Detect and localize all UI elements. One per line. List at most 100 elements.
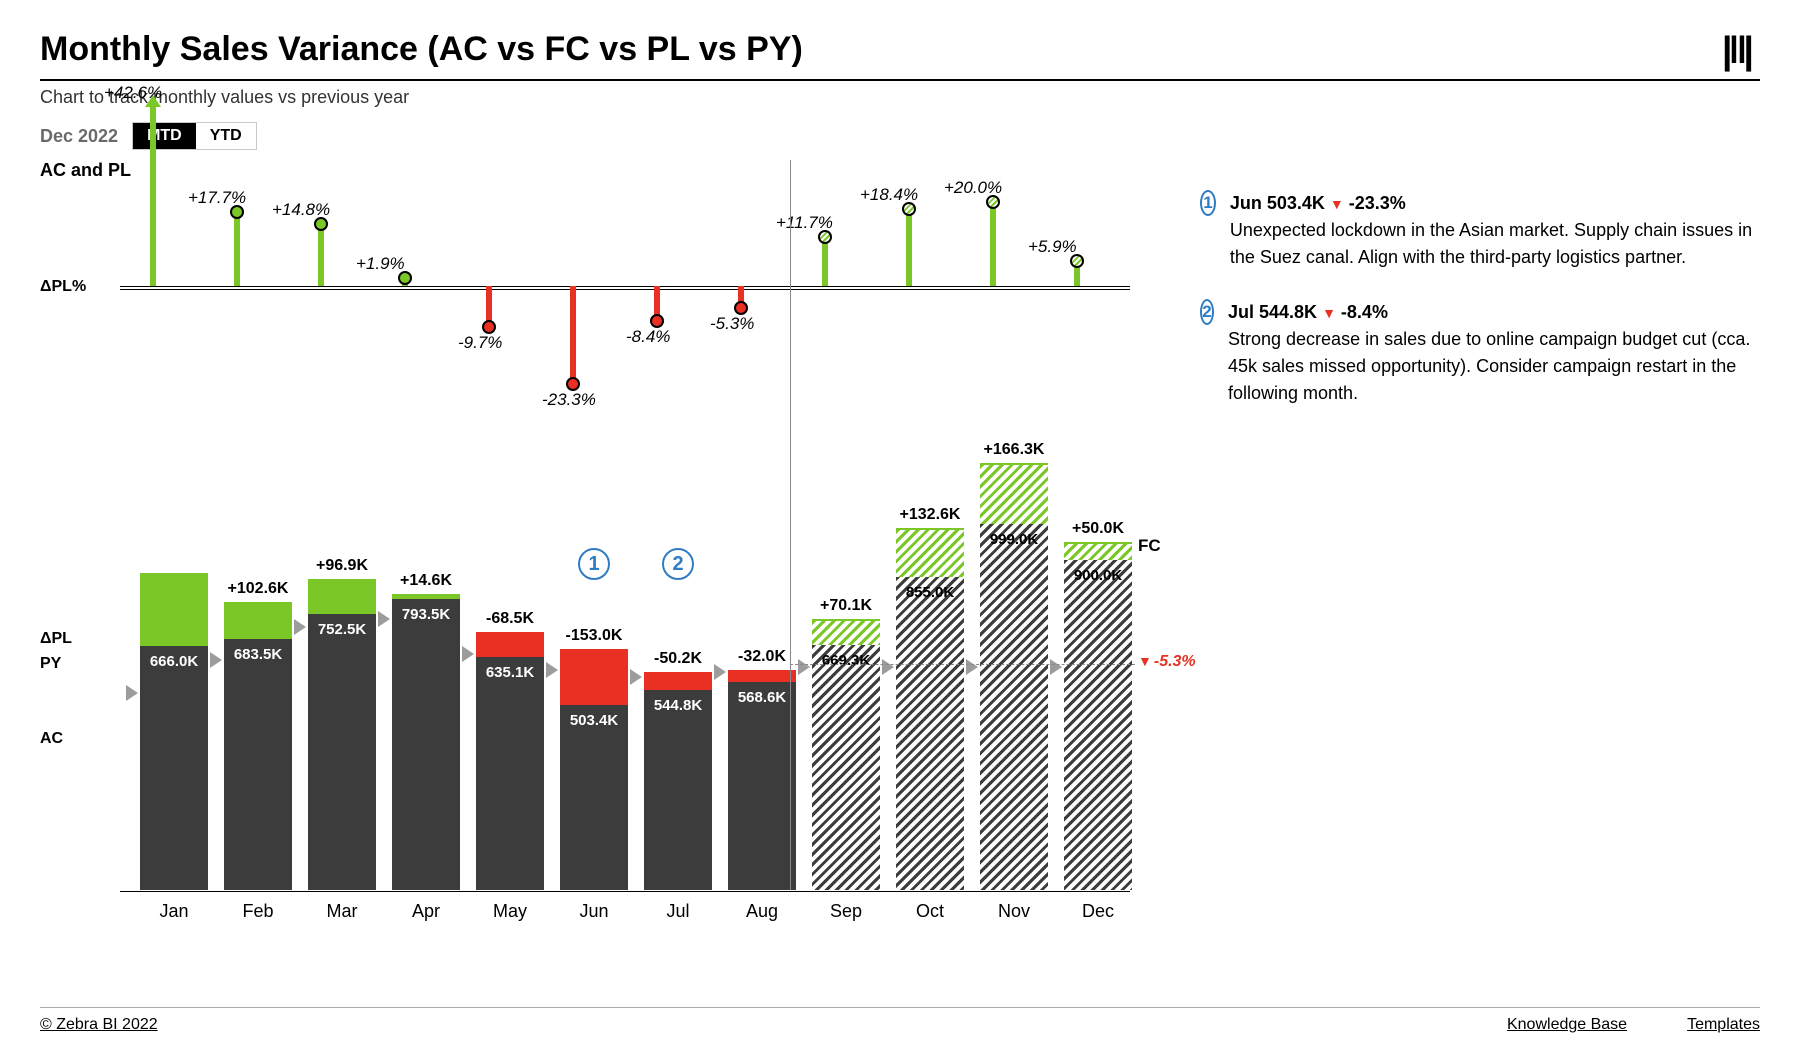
down-arrow-icon: ▼ <box>1322 305 1336 321</box>
variance-label: +17.7% <box>188 188 246 208</box>
x-tick-label: Oct <box>896 901 964 922</box>
comment-badge: 1 <box>1200 190 1216 216</box>
footer-link-kb[interactable]: Knowledge Base <box>1507 1016 1627 1034</box>
bar-value-label: 568.6K <box>728 689 796 706</box>
bar-slot: 900.0K+50.0KDec <box>1064 450 1132 890</box>
bar-slot: 669.3K+70.1KSep <box>812 450 880 890</box>
py-marker-icon <box>294 619 306 635</box>
fc-label: FC <box>1138 536 1161 556</box>
py-marker-icon <box>882 659 894 675</box>
toggle-mtd[interactable]: MTD <box>133 123 196 149</box>
bar-value-label: 666.0K <box>140 653 208 670</box>
py-marker-icon <box>210 652 222 668</box>
py-marker-icon <box>1050 659 1062 675</box>
variance-lollipop: -8.4% <box>654 160 660 440</box>
py-marker-icon <box>546 662 558 678</box>
footer-link-templates[interactable]: Templates <box>1687 1016 1760 1034</box>
variance-label: +42.6% <box>104 83 162 103</box>
bar-slot: 568.6K-32.0KAug <box>728 450 796 890</box>
bar-value-label: 855.0K <box>896 584 964 601</box>
bar-slot: 635.1K-68.5KMay <box>476 450 544 890</box>
x-tick-label: Aug <box>728 901 796 922</box>
variance-lollipop: +5.9% <box>1074 160 1080 440</box>
ac-pl-label: AC and PL <box>40 160 131 181</box>
variance-label: +5.9% <box>1028 237 1077 257</box>
py-marker-icon <box>462 646 474 662</box>
x-tick-label: Sep <box>812 901 880 922</box>
delta-label: +96.9K <box>303 557 381 575</box>
variance-label: -23.3% <box>542 390 596 410</box>
x-tick-label: May <box>476 901 544 922</box>
variance-lollipop: -23.3% <box>570 160 576 440</box>
bar-slot: 752.5K+96.9KMar <box>308 450 376 890</box>
delta-label: +70.1K <box>807 597 885 615</box>
variance-label: +20.0% <box>944 178 1002 198</box>
comments-panel: 1Jun 503.4K ▼ -23.3%Unexpected lockdown … <box>1200 160 1760 940</box>
variance-lollipop: +42.6% <box>150 160 156 440</box>
x-tick-label: Mar <box>308 901 376 922</box>
bar-value-label: 544.8K <box>644 697 712 714</box>
bar-value-label: 635.1K <box>476 664 544 681</box>
variance-lollipop: +17.7% <box>234 160 240 440</box>
down-arrow-icon: ▼ <box>1330 196 1344 212</box>
py-label: PY <box>40 655 61 673</box>
py-marker-icon <box>966 659 978 675</box>
delta-label: -50.2K <box>639 650 717 668</box>
logo: |‖| <box>1722 30 1760 73</box>
toggle-ytd[interactable]: YTD <box>196 123 256 149</box>
x-tick-label: Dec <box>1064 901 1132 922</box>
bar-chart: ΔPL PY AC 666.0KJan683.5K+102.6KFeb752.5… <box>40 450 1170 940</box>
x-tick-label: Feb <box>224 901 292 922</box>
x-tick-label: Apr <box>392 901 460 922</box>
variance-lollipop: +11.7% <box>822 160 828 440</box>
delta-label: +166.3K <box>975 441 1053 459</box>
comment-badge: 2 <box>1200 299 1214 325</box>
overall-pct-badge: ▼-5.3% <box>1138 653 1196 671</box>
variance-pct-chart: AC and PL ΔPL% +42.6% +17.7% +14.8% +1.9% -9… <box>40 160 1170 440</box>
bar-slot: 544.8K-50.2KJul <box>644 450 712 890</box>
bar-value-label: 793.5K <box>392 606 460 623</box>
bar-value-label: 900.0K <box>1064 567 1132 584</box>
py-marker-icon <box>126 685 138 701</box>
delta-label: +102.6K <box>219 580 297 598</box>
delta-label: -153.0K <box>555 627 633 645</box>
bar-slot: 503.4K-153.0KJun <box>560 450 628 890</box>
annotation-badge: 1 <box>578 548 610 580</box>
x-tick-label: Nov <box>980 901 1048 922</box>
delta-label: +132.6K <box>891 506 969 524</box>
comment-body: Strong decrease in sales due to online c… <box>1228 326 1760 407</box>
footer-copyright[interactable]: © Zebra BI 2022 <box>40 1016 158 1034</box>
variance-lollipop: +14.8% <box>318 160 324 440</box>
bar-value-label: 752.5K <box>308 621 376 638</box>
bar-value-label: 683.5K <box>224 646 292 663</box>
bar-slot: 666.0KJan <box>140 450 208 890</box>
delta-pl-pct-label: ΔPL% <box>40 278 86 296</box>
variance-label: -8.4% <box>626 327 670 347</box>
variance-label: -9.7% <box>458 333 502 353</box>
page-title: Monthly Sales Variance (AC vs FC vs PL v… <box>40 30 803 69</box>
delta-label: +14.6K <box>387 572 465 590</box>
comment-item: 1Jun 503.4K ▼ -23.3%Unexpected lockdown … <box>1200 190 1760 271</box>
x-tick-label: Jan <box>140 901 208 922</box>
delta-pl-label: ΔPL <box>40 630 72 648</box>
delta-label: +50.0K <box>1059 520 1137 538</box>
bar-slot: 793.5K+14.6KApr <box>392 450 460 890</box>
variance-label: +11.7% <box>776 213 833 233</box>
date-label: Dec 2022 <box>40 126 118 147</box>
ac-label: AC <box>40 730 63 748</box>
delta-label: -68.5K <box>471 610 549 628</box>
variance-label: +1.9% <box>356 254 405 274</box>
variance-lollipop: +20.0% <box>990 160 996 440</box>
py-marker-icon <box>714 664 726 680</box>
variance-lollipop: +18.4% <box>906 160 912 440</box>
variance-label: +14.8% <box>272 200 330 220</box>
x-tick-label: Jun <box>560 901 628 922</box>
comment-head: Jul 544.8K ▼ -8.4% <box>1228 299 1760 326</box>
py-marker-icon <box>798 659 810 675</box>
bar-value-label: 669.3K <box>812 652 880 669</box>
comment-head: Jun 503.4K ▼ -23.3% <box>1230 190 1760 217</box>
comment-item: 2 Jul 544.8K ▼ -8.4%Strong decrease in sa… <box>1200 299 1760 407</box>
bar-value-label: 503.4K <box>560 712 628 729</box>
bar-slot: 999.0K+166.3KNov <box>980 450 1048 890</box>
bar-value-label: 999.0K <box>980 531 1048 548</box>
